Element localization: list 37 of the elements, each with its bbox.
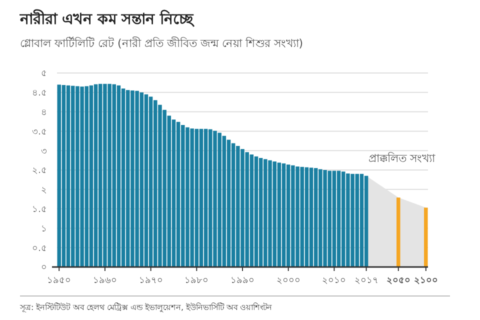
- x-tick-label: ১৯৮০: [184, 276, 209, 286]
- bar: [424, 208, 428, 267]
- bar: [226, 140, 231, 267]
- y-tick-label: ৩.৫: [32, 127, 47, 138]
- x-tick-label: ১৯৭০: [138, 276, 163, 286]
- bar: [172, 120, 176, 267]
- x-tick-label: ১৯৬০: [92, 276, 117, 286]
- bar: [396, 198, 400, 267]
- x-tick-label: ২০১৭: [354, 276, 378, 286]
- bar: [282, 163, 286, 267]
- y-tick-label: ০: [41, 263, 47, 274]
- x-tick-label: ২০৫০: [386, 276, 410, 286]
- y-tick-label: ৩: [41, 146, 47, 157]
- y-tick-label: ৪.৫: [32, 88, 47, 99]
- y-tick-label: ৫: [41, 69, 47, 80]
- y-tick-label: ১: [41, 224, 47, 234]
- bar: [364, 176, 368, 267]
- y-tick-label: ০.৫: [32, 244, 47, 254]
- bar: [309, 168, 314, 267]
- bar: [336, 170, 341, 267]
- chart-title: নারীরা এখন কম সন্তান নিচ্ছে: [19, 9, 195, 28]
- y-tick-label: ১.৫: [32, 204, 47, 215]
- x-tick-label: ১৯৫০: [47, 276, 72, 286]
- y-tick-label: ২: [41, 186, 47, 196]
- y-tick-label: ২.৫: [32, 166, 47, 176]
- bar: [144, 94, 148, 267]
- y-tick-label: ৪: [41, 108, 47, 118]
- chart-subtitle: গ্লোবাল ফার্টিলিটি রেট (নারী প্রতি জীবিত জন্ম নেয়া শিশুর সংখ্যা): [20, 37, 304, 50]
- bar: [254, 156, 258, 267]
- x-tick-label: ২০০০: [276, 276, 300, 286]
- text: সূত্র: ইনস্টিটিউট অব হেলথ মেট্রিক্স এন্ড ইভালুয়েশন, ইউনিভার্সিটি অব ওয়াশিংটন: [19, 302, 272, 312]
- x-tick-label: ২০১০: [322, 276, 346, 286]
- bar: [66, 85, 70, 267]
- x-tick-label: ২১০০: [414, 276, 438, 286]
- bar: [199, 128, 204, 267]
- annotation: প্রাক্কলিত সংখ্যা: [368, 152, 436, 165]
- x-tick-label: ১৯৯০: [230, 276, 254, 286]
